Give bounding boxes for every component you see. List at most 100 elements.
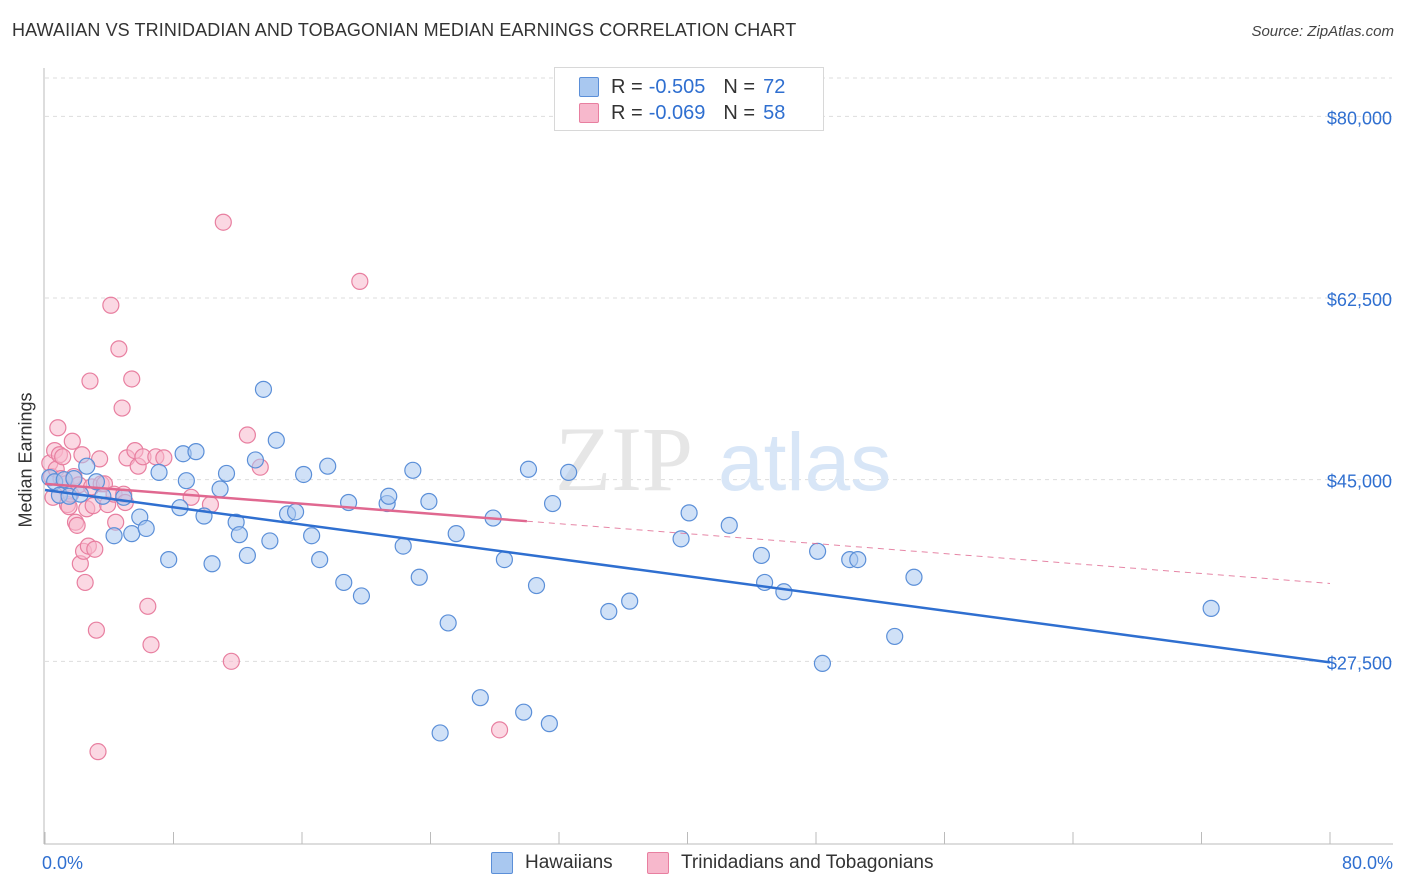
blue-point [849,550,867,569]
blue-point [137,519,155,538]
axis-layer [43,68,1393,845]
blue-point [720,516,738,534]
blue-point [261,532,279,550]
blue-point [238,546,256,565]
blue-point [394,537,412,555]
blue-point [404,461,422,479]
pink-point [155,449,173,467]
pink-point [110,340,128,358]
pink-point [81,372,99,390]
blue-point [495,550,513,569]
blue-point [295,465,313,484]
blue-point [560,463,578,481]
blue-point [1202,599,1220,617]
blue-point [380,487,398,505]
y-tick-label: $45,000 [1327,472,1392,492]
pink-point [89,743,107,761]
blue-point [813,654,832,673]
legend-swatch-blue [491,852,513,874]
trend-layer [44,482,1331,664]
pink-points-group [41,213,509,761]
pink-point [139,597,157,615]
pink-point [54,448,72,466]
blue-point [311,550,329,569]
blue-point [431,724,449,742]
pink-point [123,370,141,388]
pink-point [113,399,131,417]
bottom-legend-trinidadians[interactable]: Trinidadians and Tobagonians [647,852,933,874]
blue-point [543,494,562,513]
blue-point [87,473,106,491]
legend-label-trinidadians: Trinidadians and Tobagonians [681,852,934,873]
pink-point [490,721,509,739]
legend-n-value: 72 [763,75,786,98]
blue-point [177,472,195,490]
blue-point [519,460,538,478]
trinidadians-trend-extension [526,520,1331,584]
legend-row-hawaiians: R = -0.505 N = 72 [579,74,785,100]
blue-point [540,715,558,733]
blue-point [65,470,83,488]
blue-point [600,602,618,621]
pink-point [238,426,256,444]
y-tick-label: $27,500 [1327,653,1392,673]
legend-n-label: N = [723,75,756,98]
legend-swatch-blue [579,77,599,97]
blue-point [303,527,321,545]
blue-point [809,542,827,560]
legend-r-value: -0.505 [648,75,706,98]
legend-swatch-pink [647,852,669,874]
y-tick-label: $80,000 [1327,108,1392,128]
blue-point [527,576,546,595]
blue-point [775,583,793,601]
bottom-legend-hawaiians[interactable]: Hawaiians [491,852,613,874]
pink-point [87,621,106,639]
x-tick-label-min: 0.0% [42,853,84,873]
legend-r-label: R = [611,101,643,124]
pink-point [182,488,200,506]
blue-point [680,504,698,522]
pink-point [214,213,232,231]
blue-point [78,457,96,475]
blue-point [246,451,265,469]
blue-point [352,587,371,605]
blue-point [447,525,465,543]
blue-point [672,530,690,548]
blue-point [319,457,337,475]
blue-point [420,492,438,511]
blue-point [286,503,305,521]
watermark-zip: ZIP [555,408,693,510]
blue-point [410,568,428,586]
blue-point [115,488,133,506]
legend-r-label: R = [611,75,643,98]
legend-n-value: 58 [763,101,786,124]
y-tick-label: $62,500 [1327,290,1392,310]
pink-point [76,573,94,592]
blue-point [123,525,141,543]
blue-point [886,627,904,646]
source-credit: Source: ZipAtlas.com [1251,23,1394,40]
y-tick-labels: $80,000 $62,500 $45,000 $27,500 [1327,108,1392,673]
blue-point [160,550,178,569]
hawaiians-trend-line [44,488,1331,664]
legend-swatch-pink [579,103,599,123]
correlation-legend: R = -0.505 N = 72 R = -0.069 N = 58 [554,67,824,131]
blue-points-group [41,380,1220,742]
blue-point [211,480,229,498]
blue-point [471,689,489,707]
legend-r-value: -0.069 [648,101,706,124]
blue-point [905,568,923,586]
pink-point [86,540,104,558]
blue-point [203,555,221,573]
pink-point [222,652,240,670]
pink-point [351,272,369,290]
blue-point [621,592,639,610]
y-axis-label: Median Earnings [15,392,36,528]
grid-layer [45,77,1392,662]
watermark: ZIP atlas [555,408,891,510]
blue-point [335,573,353,592]
trinidadians-trend-line [44,482,527,523]
blue-point [187,443,205,461]
blue-point [267,431,285,449]
